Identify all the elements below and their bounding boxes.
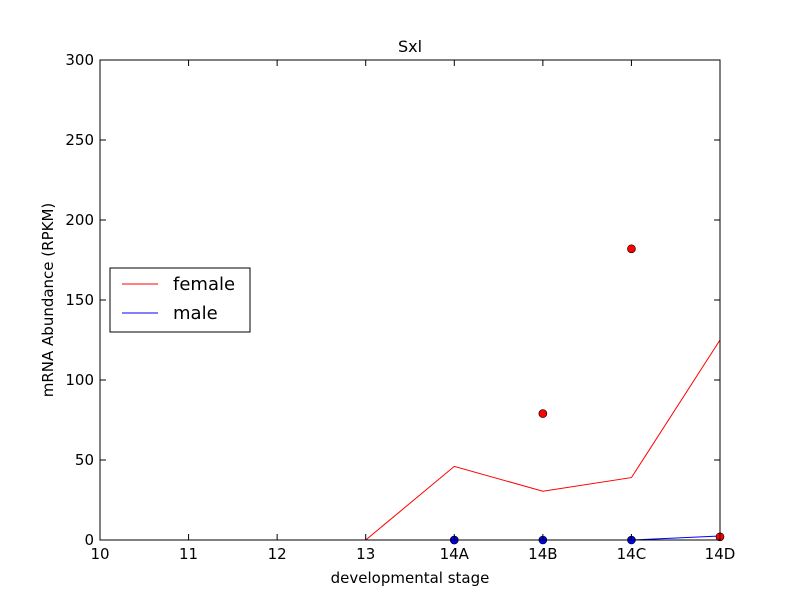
x-tick-label: 13 [356, 545, 375, 563]
y-axis-label: mRNA Abundance (RPKM) [39, 203, 57, 398]
series-line-female [100, 339, 721, 541]
legend: female male [109, 267, 251, 333]
legend-label-female: female [173, 274, 235, 295]
x-tick-label: 14D [705, 545, 736, 563]
y-tick-label: 50 [75, 451, 94, 469]
x-tick-label: 11 [179, 545, 198, 563]
x-tick-label: 12 [268, 545, 287, 563]
x-tick-label: 14A [440, 545, 470, 563]
data-point-female [627, 244, 636, 254]
y-tick-label: 300 [65, 51, 94, 69]
series-line-male [100, 535, 721, 541]
x-axis-label: developmental stage [331, 569, 490, 587]
y-tick-label: 150 [65, 291, 94, 309]
y-tick-label: 0 [84, 531, 94, 549]
y-tick-label: 250 [65, 131, 94, 149]
chart-title: Sxl [398, 37, 422, 56]
x-tick-label: 14B [528, 545, 557, 563]
x-tick-label: 10 [90, 545, 109, 563]
y-tick-label: 100 [65, 371, 94, 389]
ticks-layer: 10 11 12 13 14A 14B 14C 14D 0 50 100 150 200 250 300 [65, 51, 735, 563]
y-tick-label: 200 [65, 211, 94, 229]
legend-label-male: male [173, 303, 218, 324]
data-point-female [538, 409, 548, 418]
legend-box [109, 267, 251, 333]
x-tick-label: 14C [617, 545, 647, 563]
